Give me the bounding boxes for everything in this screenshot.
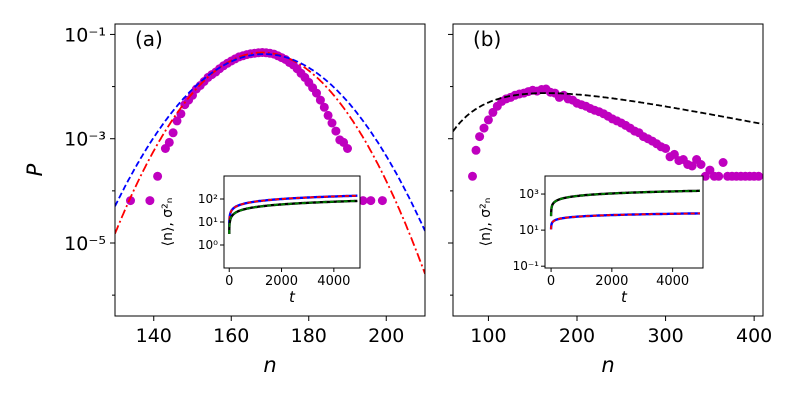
scatter-series xyxy=(468,84,763,181)
inset-x-tick-label: 0 xyxy=(225,274,233,289)
data-point xyxy=(319,102,329,112)
data-point xyxy=(718,158,728,167)
x-axis-label: n xyxy=(263,353,276,377)
data-point xyxy=(471,145,481,155)
data-point xyxy=(331,126,341,136)
inset-line-dashed xyxy=(550,212,700,230)
data-point xyxy=(366,196,376,206)
data-point xyxy=(153,171,163,181)
data-point xyxy=(327,118,337,128)
inset-line-dashed xyxy=(228,200,358,234)
data-point xyxy=(714,171,724,181)
data-point xyxy=(168,128,178,138)
data-point xyxy=(483,115,493,125)
inset-x-tick-label: 4000 xyxy=(317,274,350,289)
x-tick-label: 200 xyxy=(368,325,404,347)
data-point xyxy=(172,116,182,126)
data-point xyxy=(315,95,325,105)
data-point xyxy=(164,137,174,147)
inset-x-tick-label: 0 xyxy=(547,274,555,289)
data-point xyxy=(475,132,485,142)
y-axis-label: P xyxy=(23,163,47,176)
x-tick-label: 180 xyxy=(291,325,327,347)
data-point xyxy=(323,110,333,120)
data-point xyxy=(468,171,477,181)
fit-curve xyxy=(115,53,425,232)
y-tick-label: 10⁻⁵ xyxy=(64,233,106,255)
axes-frame xyxy=(114,23,426,317)
inset-chart: 0 2000 4000 10⁻¹ 10¹ 10³ t ⟨n⟩, σ²ₙ xyxy=(478,175,704,306)
inset-frame xyxy=(223,175,361,269)
data-point xyxy=(343,144,352,153)
data-point xyxy=(145,196,155,206)
inset-y-tick-label: 10³ xyxy=(519,187,539,201)
inset-x-tick-label: 2000 xyxy=(595,274,628,289)
inset-line xyxy=(549,189,700,217)
y-tick-label: 10⁻³ xyxy=(64,129,106,151)
data-point xyxy=(479,123,489,133)
inset-y-tick-label: 10¹ xyxy=(198,215,218,229)
fit-curve xyxy=(453,92,763,132)
data-point xyxy=(661,144,671,153)
axes-frame xyxy=(452,23,764,317)
x-tick-label: 100 xyxy=(470,325,506,347)
data-point xyxy=(377,196,387,206)
data-point xyxy=(312,88,321,98)
panel-label: (a) xyxy=(135,27,163,51)
data-point xyxy=(358,196,368,206)
inset-x-tick-label: 4000 xyxy=(656,274,689,289)
inset-y-tick-label: 10⁻¹ xyxy=(513,259,540,273)
data-point xyxy=(126,196,135,206)
x-tick-label: 300 xyxy=(647,325,683,347)
inset-x-tick-label: 2000 xyxy=(265,274,298,289)
inset-y-axis-label: ⟨n⟩, σ²ₙ xyxy=(478,198,494,247)
inset-y-axis-label: ⟨n⟩, σ²ₙ xyxy=(160,198,176,247)
x-tick-label: 160 xyxy=(213,325,249,347)
inset-line-dashed xyxy=(228,194,358,228)
data-point xyxy=(669,149,679,159)
data-point xyxy=(687,161,697,171)
inset-frame xyxy=(544,175,704,269)
x-axis-label: n xyxy=(601,353,614,377)
y-tick-label: 10⁻¹ xyxy=(64,24,106,46)
x-tick-label: 200 xyxy=(559,325,595,347)
panel-b: 100 200 300 400 n (b) 0 2000 4000 10⁻¹ 10¹ 10³ t ⟨n⟩,… xyxy=(448,23,772,377)
data-point xyxy=(754,171,763,181)
inset-y-tick-label: 10¹ xyxy=(519,223,539,237)
inset-x-axis-label: t xyxy=(289,288,296,306)
panel-a: 140 160 180 200 10⁻⁵ 10⁻³ 10⁻¹ n P (a) 0 2000 4000 10… xyxy=(23,23,426,377)
inset-x-axis-label: t xyxy=(621,288,628,306)
x-tick-label: 140 xyxy=(136,325,172,347)
inset-chart: 0 2000 4000 10⁰ 10¹ 10² t ⟨n⟩, σ²ₙ xyxy=(160,175,361,306)
data-point xyxy=(696,160,706,169)
x-tick-label: 400 xyxy=(736,325,772,347)
inset-y-tick-label: 10² xyxy=(198,192,218,206)
panel-label: (b) xyxy=(473,27,501,51)
inset-y-tick-label: 10⁰ xyxy=(198,238,218,252)
